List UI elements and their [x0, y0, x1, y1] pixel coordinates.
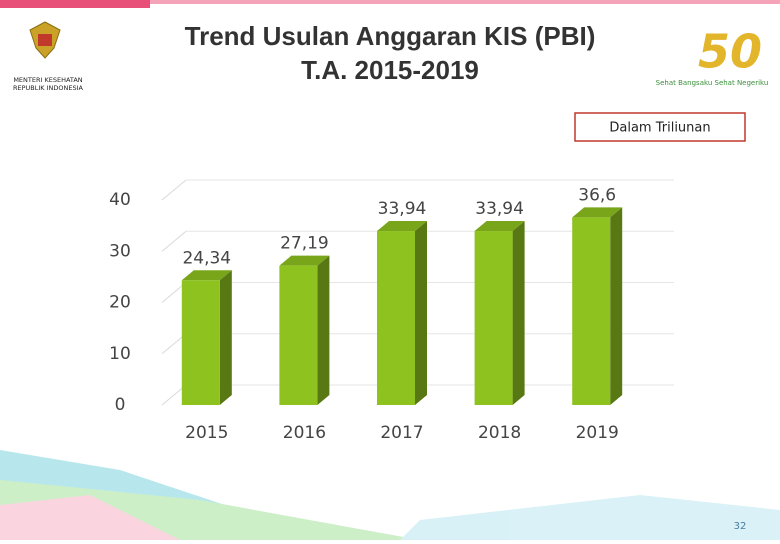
bar-side: [317, 255, 330, 405]
bar-side: [610, 207, 623, 405]
bar-front: [377, 231, 415, 405]
logo-slogan: Sehat Bangsaku Sehat Negeriku: [656, 79, 769, 87]
bar-top: [279, 255, 330, 266]
bar: [377, 221, 427, 405]
grid-line: [161, 230, 187, 252]
bar: [474, 221, 525, 405]
bar-side: [219, 270, 232, 405]
top-stripe: [0, 0, 150, 8]
x-tick-label: 2016: [283, 423, 326, 443]
x-tick-label: 2017: [380, 423, 423, 443]
bar-front: [279, 265, 318, 405]
ministry-label: MENTERI KESEHATAN: [13, 76, 82, 84]
y-tick-label: 40: [109, 190, 131, 210]
y-tick-label: 30: [109, 241, 131, 261]
emblem: [29, 21, 61, 59]
bar: [181, 270, 232, 405]
anniversary-logo: 50 Sehat Bangsaku Sehat Negeriku: [656, 25, 769, 88]
value-label: 33,94: [378, 199, 427, 219]
bar: [279, 255, 330, 405]
chart-title: Trend Usulan Anggaran KIS (PBI): [185, 21, 596, 51]
bar-front: [474, 231, 513, 405]
bar-front: [572, 217, 611, 405]
bar-front: [181, 280, 220, 405]
x-tick-label: 2015: [185, 423, 228, 443]
bar-top: [377, 221, 427, 232]
ministry-label: REPUBLIK INDONESIA: [13, 84, 84, 92]
value-label: 24,34: [182, 248, 231, 268]
value-label: 36,6: [578, 185, 616, 205]
value-label: 33,94: [475, 199, 524, 219]
unit-box: [574, 112, 746, 142]
chart-title: T.A. 2015-2019: [301, 55, 479, 85]
grid-line: [161, 179, 187, 201]
bar-top: [474, 221, 525, 232]
value-label: 27,19: [280, 234, 329, 254]
x-tick-label: 2018: [478, 423, 521, 443]
y-tick-label: 20: [109, 293, 131, 313]
unit-note: Dalam Triliunan: [609, 121, 710, 136]
x-tick-label: 2019: [576, 423, 619, 443]
decoration: [0, 450, 780, 540]
logo-number: 50: [698, 25, 762, 79]
y-tick-label: 0: [115, 395, 126, 415]
top-stripe: [150, 0, 780, 4]
bar-top: [572, 207, 623, 218]
y-tick-label: 10: [109, 344, 131, 364]
page-number: 32: [734, 521, 747, 532]
bar: [572, 207, 623, 405]
bar-side: [512, 221, 525, 405]
bar-side: [415, 221, 427, 405]
bar-top: [181, 270, 232, 281]
